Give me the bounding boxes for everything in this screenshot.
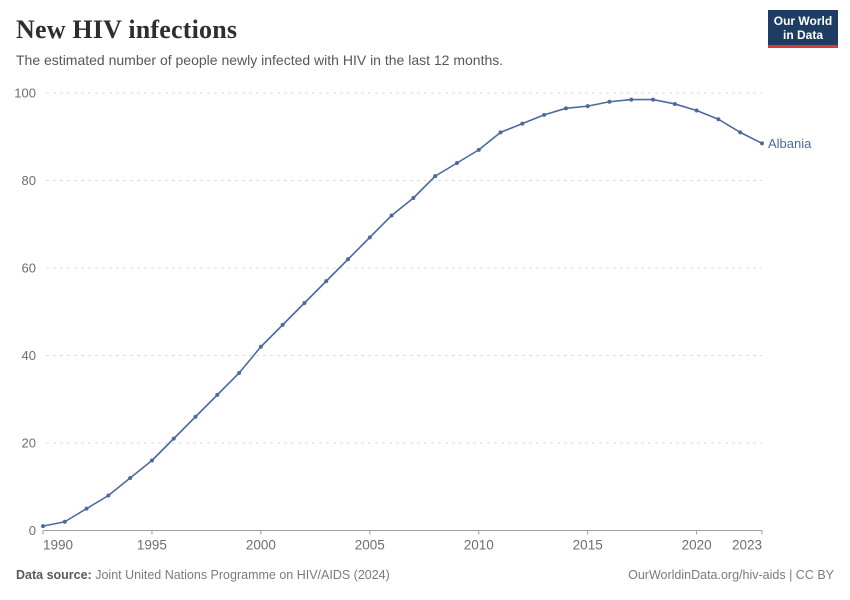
data-point[interactable]: [738, 130, 743, 135]
data-point[interactable]: [629, 97, 634, 102]
owid-logo-line1: Our World: [773, 13, 833, 28]
x-axis-tick-label: 2020: [682, 538, 712, 553]
data-point[interactable]: [62, 519, 67, 524]
data-point[interactable]: [280, 322, 285, 327]
data-point[interactable]: [346, 257, 351, 262]
data-point[interactable]: [324, 279, 329, 284]
data-source-value: Joint United Nations Programme on HIV/AI…: [95, 568, 390, 582]
y-axis-tick-label: 100: [14, 86, 36, 101]
data-point[interactable]: [694, 108, 699, 113]
y-axis-tick-label: 0: [29, 523, 36, 538]
data-line[interactable]: [42, 98, 763, 527]
owid-url-link[interactable]: OurWorldinData.org/hiv-aids | CC BY: [628, 568, 834, 582]
data-point[interactable]: [302, 301, 307, 305]
data-point[interactable]: [563, 106, 568, 111]
y-axis-tick-label: 20: [22, 436, 36, 451]
y-axis-tick-label: 60: [22, 261, 36, 276]
owid-logo-line2: in Data: [782, 27, 823, 42]
x-axis-tick-label: 2010: [464, 538, 494, 553]
owid-logo[interactable]: Our World in Data: [768, 10, 838, 48]
data-point[interactable]: [411, 196, 416, 200]
data-point[interactable]: [237, 371, 242, 375]
chart-title: New HIV infections: [16, 15, 238, 44]
chart-footer: Data source: Joint United Nations Progra…: [16, 567, 834, 583]
data-point[interactable]: [106, 493, 111, 498]
data-point[interactable]: [607, 99, 612, 104]
data-source-label: Data source:: [16, 568, 92, 582]
chart-subtitle: The estimated number of people newly inf…: [16, 52, 504, 68]
x-axis-tick-label: 1990: [43, 538, 73, 553]
data-point[interactable]: [128, 476, 133, 480]
data-point[interactable]: [476, 147, 481, 152]
data-point[interactable]: [149, 458, 154, 463]
data-point[interactable]: [84, 506, 89, 511]
data-point[interactable]: [672, 101, 677, 106]
data-point[interactable]: [258, 344, 263, 349]
data-point[interactable]: [454, 161, 459, 165]
data-point[interactable]: [367, 235, 372, 240]
x-axis-tick-label: 2015: [573, 538, 603, 553]
data-point[interactable]: [520, 121, 525, 126]
data-point[interactable]: [433, 174, 438, 179]
data-point[interactable]: [498, 130, 503, 135]
data-point[interactable]: [760, 141, 764, 146]
x-axis-tick-label: 2005: [355, 538, 385, 553]
data-point[interactable]: [171, 436, 176, 441]
x-axis-tick-label: 1995: [137, 538, 167, 553]
x-axis-tick-label: 2023: [732, 538, 762, 553]
data-point[interactable]: [542, 112, 547, 117]
data-point[interactable]: [193, 414, 198, 419]
data-point[interactable]: [41, 524, 45, 529]
data-point[interactable]: [716, 117, 721, 122]
data-point[interactable]: [585, 104, 590, 109]
data-point[interactable]: [389, 213, 394, 218]
data-point[interactable]: [651, 97, 656, 102]
y-axis-tick-label: 40: [22, 348, 36, 363]
data-source: Data source: Joint United Nations Progra…: [16, 567, 390, 583]
x-axis-tick-label: 2000: [246, 538, 276, 553]
data-point[interactable]: [215, 392, 220, 397]
entity-label[interactable]: Albania: [768, 136, 812, 151]
y-axis-tick-label: 80: [22, 173, 36, 188]
